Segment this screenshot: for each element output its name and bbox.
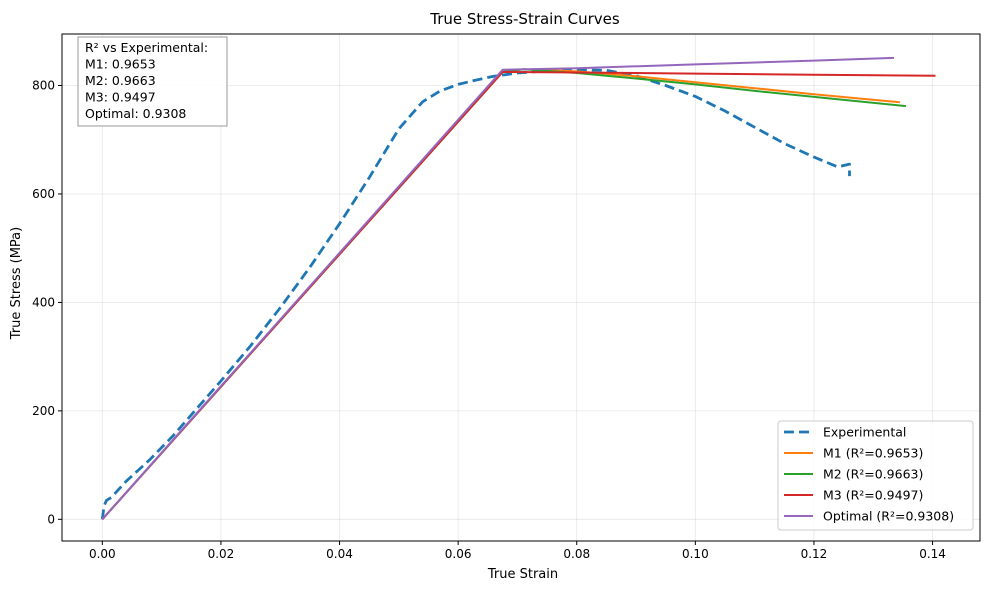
x-axis-label: True Strain — [487, 567, 558, 582]
x-tick-label: 0.12 — [801, 547, 828, 561]
plot-frame — [61, 33, 981, 542]
y-tick-label: 0 — [47, 512, 55, 526]
x-tick-label: 0.06 — [445, 547, 472, 561]
x-tick-label: 0.02 — [208, 547, 235, 561]
y-axis-label: True Stress (MPa) — [9, 227, 24, 340]
annotation-line: R² vs Experimental: — [85, 40, 208, 55]
y-tick-label: 200 — [32, 404, 55, 418]
series-line-m3 — [101, 71, 936, 520]
series-line-experimental — [100, 68, 851, 520]
y-tick-label: 800 — [32, 79, 55, 93]
legend-label: M2 (R²=0.9663) — [823, 467, 923, 482]
x-axis-ticks: 0.00 0.02 0.04 0.06 0.08 0.10 0.12 0.14 — [89, 541, 946, 561]
y-tick-label: 400 — [32, 295, 55, 309]
y-axis-ticks: 0 200 400 600 800 — [32, 79, 62, 526]
series-line-optimal — [101, 56, 895, 520]
x-tick-label: 0.04 — [326, 547, 353, 561]
x-tick-label: 0.14 — [919, 547, 946, 561]
annotation-line: M2: 0.9663 — [85, 73, 156, 88]
legend-label: M1 (R²=0.9653) — [823, 446, 923, 461]
annotation-frame — [77, 36, 228, 127]
x-tick-label: 0.08 — [563, 547, 590, 561]
grid — [62, 34, 980, 541]
chart-title: True Stress-Strain Curves — [429, 10, 620, 28]
x-tick-label: 0.10 — [682, 547, 709, 561]
annotation-line: Optimal: 0.9308 — [85, 106, 186, 121]
annotation-line: M1: 0.9653 — [85, 57, 156, 72]
legend: Experimental M1 (R²=0.9653) M2 (R²=0.9663)… — [777, 420, 974, 531]
legend-frame — [777, 420, 974, 531]
annotation-line: M3: 0.9497 — [85, 90, 156, 105]
legend-label: Optimal (R²=0.9308) — [823, 509, 954, 524]
legend-label: Experimental — [823, 425, 906, 440]
legend-label: M3 (R²=0.9497) — [823, 488, 923, 503]
y-tick-label: 600 — [32, 187, 55, 201]
series-layer — [100, 56, 936, 520]
x-tick-label: 0.00 — [89, 547, 116, 561]
